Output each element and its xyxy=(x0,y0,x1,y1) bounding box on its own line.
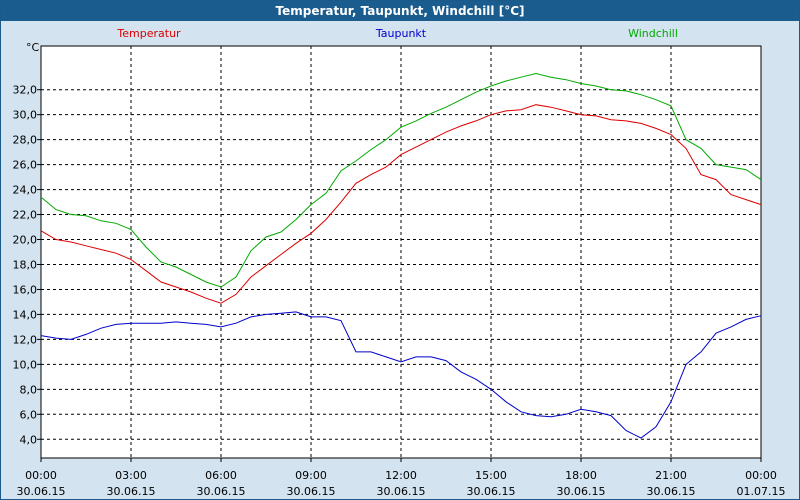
y-tick-label: 4,0 xyxy=(20,433,38,446)
x-tick-date-label: 30.06.15 xyxy=(107,485,156,498)
y-axis-label: °C xyxy=(26,41,40,54)
x-tick-time-label: 12:00 xyxy=(385,469,417,482)
x-tick-date-label: 01.07.15 xyxy=(737,485,786,498)
y-tick-label: 14,0 xyxy=(13,308,38,321)
x-tick-time-label: 06:00 xyxy=(205,469,237,482)
y-tick-label: 18,0 xyxy=(13,258,38,271)
x-tick-time-label: 18:00 xyxy=(565,469,597,482)
x-tick-date-label: 30.06.15 xyxy=(467,485,516,498)
x-tick-date-label: 30.06.15 xyxy=(17,485,66,498)
x-tick-date-label: 30.06.15 xyxy=(647,485,696,498)
y-tick-label: 30,0 xyxy=(13,109,38,122)
y-tick-label: 16,0 xyxy=(13,283,38,296)
y-tick-label: 26,0 xyxy=(13,159,38,172)
y-tick-label: 6,0 xyxy=(20,408,38,421)
x-tick-time-label: 03:00 xyxy=(115,469,147,482)
series-line-taupunkt xyxy=(40,311,762,439)
legend-entry-windchill: Windchill xyxy=(628,27,678,40)
y-tick-label: 10,0 xyxy=(13,358,38,371)
legend-entry-taupunkt: Taupunkt xyxy=(375,27,427,40)
x-tick-date-label: 30.06.15 xyxy=(287,485,336,498)
x-tick-date-label: 30.06.15 xyxy=(557,485,606,498)
y-axis: 4,0 6,0 8,0 10,0 12,0 14,0 16,0 18,0 20,0 22,0 24,… xyxy=(13,84,41,446)
series-line-windchill xyxy=(40,72,762,288)
legend: Temperatur Taupunkt Windchill xyxy=(116,27,678,40)
y-tick-label: 22,0 xyxy=(13,209,38,222)
x-tick-time-label: 00:00 xyxy=(25,469,57,482)
x-tick-time-label: 09:00 xyxy=(295,469,327,482)
x-tick-date-label: 30.06.15 xyxy=(377,485,426,498)
series-lines xyxy=(40,72,762,439)
y-tick-label: 32,0 xyxy=(13,84,38,97)
chart-area: 4,0 6,0 8,0 10,0 12,0 14,0 16,0 18,0 20,0 22,0 24,… xyxy=(13,27,786,498)
x-tick-time-label: 00:00 xyxy=(745,469,777,482)
legend-entry-temperatur: Temperatur xyxy=(116,27,181,40)
x-axis: 00:00 30.06.15 03:00 30.06.15 06:00 30.06.15 0… xyxy=(17,458,786,498)
series-line-temperatur xyxy=(40,104,762,304)
x-tick-time-label: 21:00 xyxy=(655,469,687,482)
x-tick-time-label: 15:00 xyxy=(475,469,507,482)
chart-title: Temperatur, Taupunkt, Windchill [°C] xyxy=(1,1,799,21)
y-tick-label: 24,0 xyxy=(13,184,38,197)
y-tick-label: 28,0 xyxy=(13,134,38,147)
y-tick-label: 8,0 xyxy=(20,383,38,396)
y-tick-label: 20,0 xyxy=(13,234,38,247)
y-tick-label: 12,0 xyxy=(13,333,38,346)
x-tick-date-label: 30.06.15 xyxy=(197,485,246,498)
